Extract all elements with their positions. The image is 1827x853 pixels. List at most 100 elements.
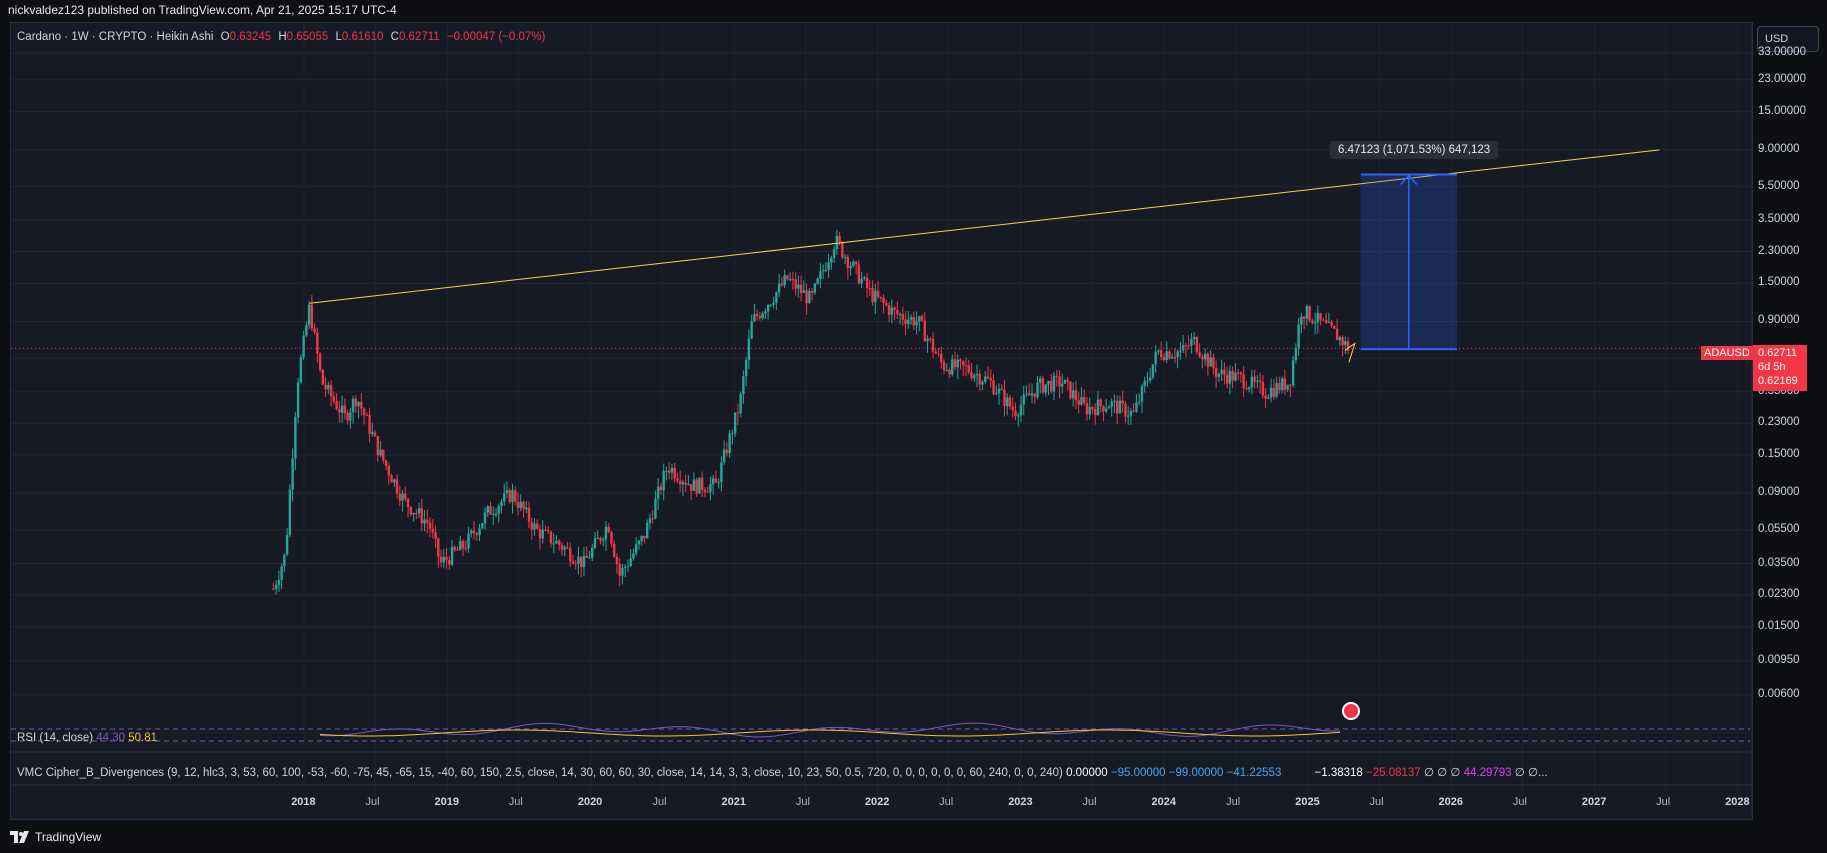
candle-body bbox=[739, 393, 742, 414]
rsi-label[interactable]: RSI (14, close) bbox=[17, 732, 94, 744]
time-axis-label: 2026 bbox=[1438, 796, 1464, 808]
price-axis-label: 3.50000 bbox=[1758, 213, 1800, 226]
candle-body bbox=[769, 304, 773, 306]
candle-body bbox=[940, 353, 943, 363]
price-axis-label: 1.50000 bbox=[1758, 276, 1800, 289]
candle-body bbox=[591, 547, 594, 558]
candle-body bbox=[1088, 406, 1091, 415]
brand-name: TradingView bbox=[35, 830, 102, 844]
vmc-value-9: ∅ ∅... bbox=[1514, 767, 1548, 779]
candle-body bbox=[626, 566, 630, 568]
candle-body bbox=[689, 484, 693, 491]
candle-body bbox=[1253, 376, 1256, 382]
candle-body bbox=[731, 433, 734, 435]
candle-body bbox=[318, 353, 322, 370]
vmc-value-1: 0.00000 bbox=[1066, 767, 1108, 779]
candle-body bbox=[338, 408, 341, 413]
candle-body bbox=[467, 533, 470, 549]
candle-body bbox=[997, 388, 1001, 394]
candle-body bbox=[1091, 406, 1094, 410]
candle-body bbox=[986, 376, 990, 379]
candle-body bbox=[758, 315, 762, 319]
candle-body bbox=[1322, 319, 1325, 321]
low-value: 0.61610 bbox=[341, 31, 384, 43]
candle-body bbox=[1275, 383, 1278, 397]
candle-body bbox=[1297, 324, 1300, 348]
candle-body bbox=[1319, 313, 1322, 320]
candle-body bbox=[1181, 345, 1185, 351]
candle-body bbox=[915, 321, 918, 326]
candle-body bbox=[519, 501, 522, 508]
tradingview-logo[interactable]: TradingView bbox=[10, 830, 101, 844]
time-axis-label: 2024 bbox=[1151, 796, 1176, 808]
candle-body bbox=[967, 365, 970, 373]
candle-body bbox=[1129, 410, 1133, 416]
vmc-label[interactable]: VMC Cipher_B_Divergences (9, 12, hlc3, 3… bbox=[17, 767, 1063, 779]
candle-body bbox=[1344, 341, 1347, 346]
candle-body bbox=[527, 507, 531, 522]
candle-body bbox=[1061, 383, 1064, 387]
candle-body bbox=[340, 405, 344, 413]
candle-body bbox=[1201, 356, 1204, 360]
candle-body bbox=[777, 283, 781, 293]
currency-button[interactable]: USD bbox=[1757, 26, 1819, 52]
candle-body bbox=[442, 557, 445, 563]
candle-body bbox=[1105, 408, 1108, 412]
candle-body bbox=[497, 506, 500, 514]
candle-body bbox=[648, 518, 652, 523]
candle-body bbox=[1217, 373, 1221, 377]
candle-body bbox=[390, 475, 393, 483]
last-price-tag: 0.62711 6d 5h 0.62169 bbox=[1753, 345, 1807, 391]
candle-body bbox=[953, 359, 957, 368]
candle-body bbox=[929, 338, 932, 340]
time-axis-label: Jul bbox=[1082, 796, 1097, 808]
candle-body bbox=[1052, 375, 1056, 392]
us-flag-icon[interactable] bbox=[1342, 702, 1360, 720]
price-axis-label: 0.01500 bbox=[1758, 619, 1800, 632]
candle-body bbox=[420, 508, 423, 524]
symbol-name[interactable]: Cardano · 1W · CRYPTO · Heikin Ashi bbox=[17, 31, 214, 43]
candle-body bbox=[623, 566, 627, 568]
time-axis-label: 2025 bbox=[1295, 796, 1320, 808]
candle-body bbox=[1069, 381, 1072, 399]
candle-body bbox=[1289, 384, 1292, 386]
candle-body bbox=[1300, 316, 1303, 325]
candle-body bbox=[714, 478, 718, 483]
candle-body bbox=[698, 477, 701, 494]
candle-body bbox=[547, 529, 550, 532]
candle-body bbox=[503, 493, 506, 502]
vmc-value-3: −99.00000 bbox=[1168, 767, 1224, 779]
candle-body bbox=[1283, 378, 1287, 390]
candle-body bbox=[676, 478, 679, 481]
candle-body bbox=[354, 398, 358, 407]
candle-body bbox=[1294, 347, 1298, 361]
candle-body bbox=[321, 369, 325, 385]
candle-body bbox=[621, 567, 624, 576]
candle-body bbox=[327, 384, 330, 390]
candle-body bbox=[1192, 337, 1196, 339]
candle-body bbox=[1267, 397, 1270, 399]
candle-body bbox=[536, 523, 539, 529]
candle-body bbox=[283, 554, 286, 567]
candle-body bbox=[1335, 328, 1339, 341]
candle-body bbox=[288, 489, 292, 536]
high-value: 0.65055 bbox=[286, 31, 329, 43]
candle-body bbox=[368, 415, 371, 434]
candle-body bbox=[412, 512, 415, 515]
candle-body bbox=[684, 482, 687, 485]
measure-arrow-head bbox=[1400, 174, 1418, 185]
candle-body bbox=[1264, 395, 1267, 399]
resistance-trendline bbox=[309, 149, 1660, 304]
measure-tooltip: 6.47123 (1,071.53%) 647,123 bbox=[1330, 141, 1499, 159]
candle-body bbox=[505, 490, 509, 494]
candle-body bbox=[709, 484, 712, 493]
candle-body bbox=[728, 433, 731, 454]
candle-body bbox=[530, 521, 533, 530]
candle-body bbox=[956, 359, 959, 368]
change-value: −0.00047 (−0.07%) bbox=[446, 31, 546, 43]
candle-body bbox=[1036, 382, 1039, 398]
vmc-value-7: ∅ ∅ ∅ bbox=[1423, 767, 1461, 779]
candle-body bbox=[1223, 369, 1226, 376]
time-axis-label: Jul bbox=[939, 796, 954, 808]
